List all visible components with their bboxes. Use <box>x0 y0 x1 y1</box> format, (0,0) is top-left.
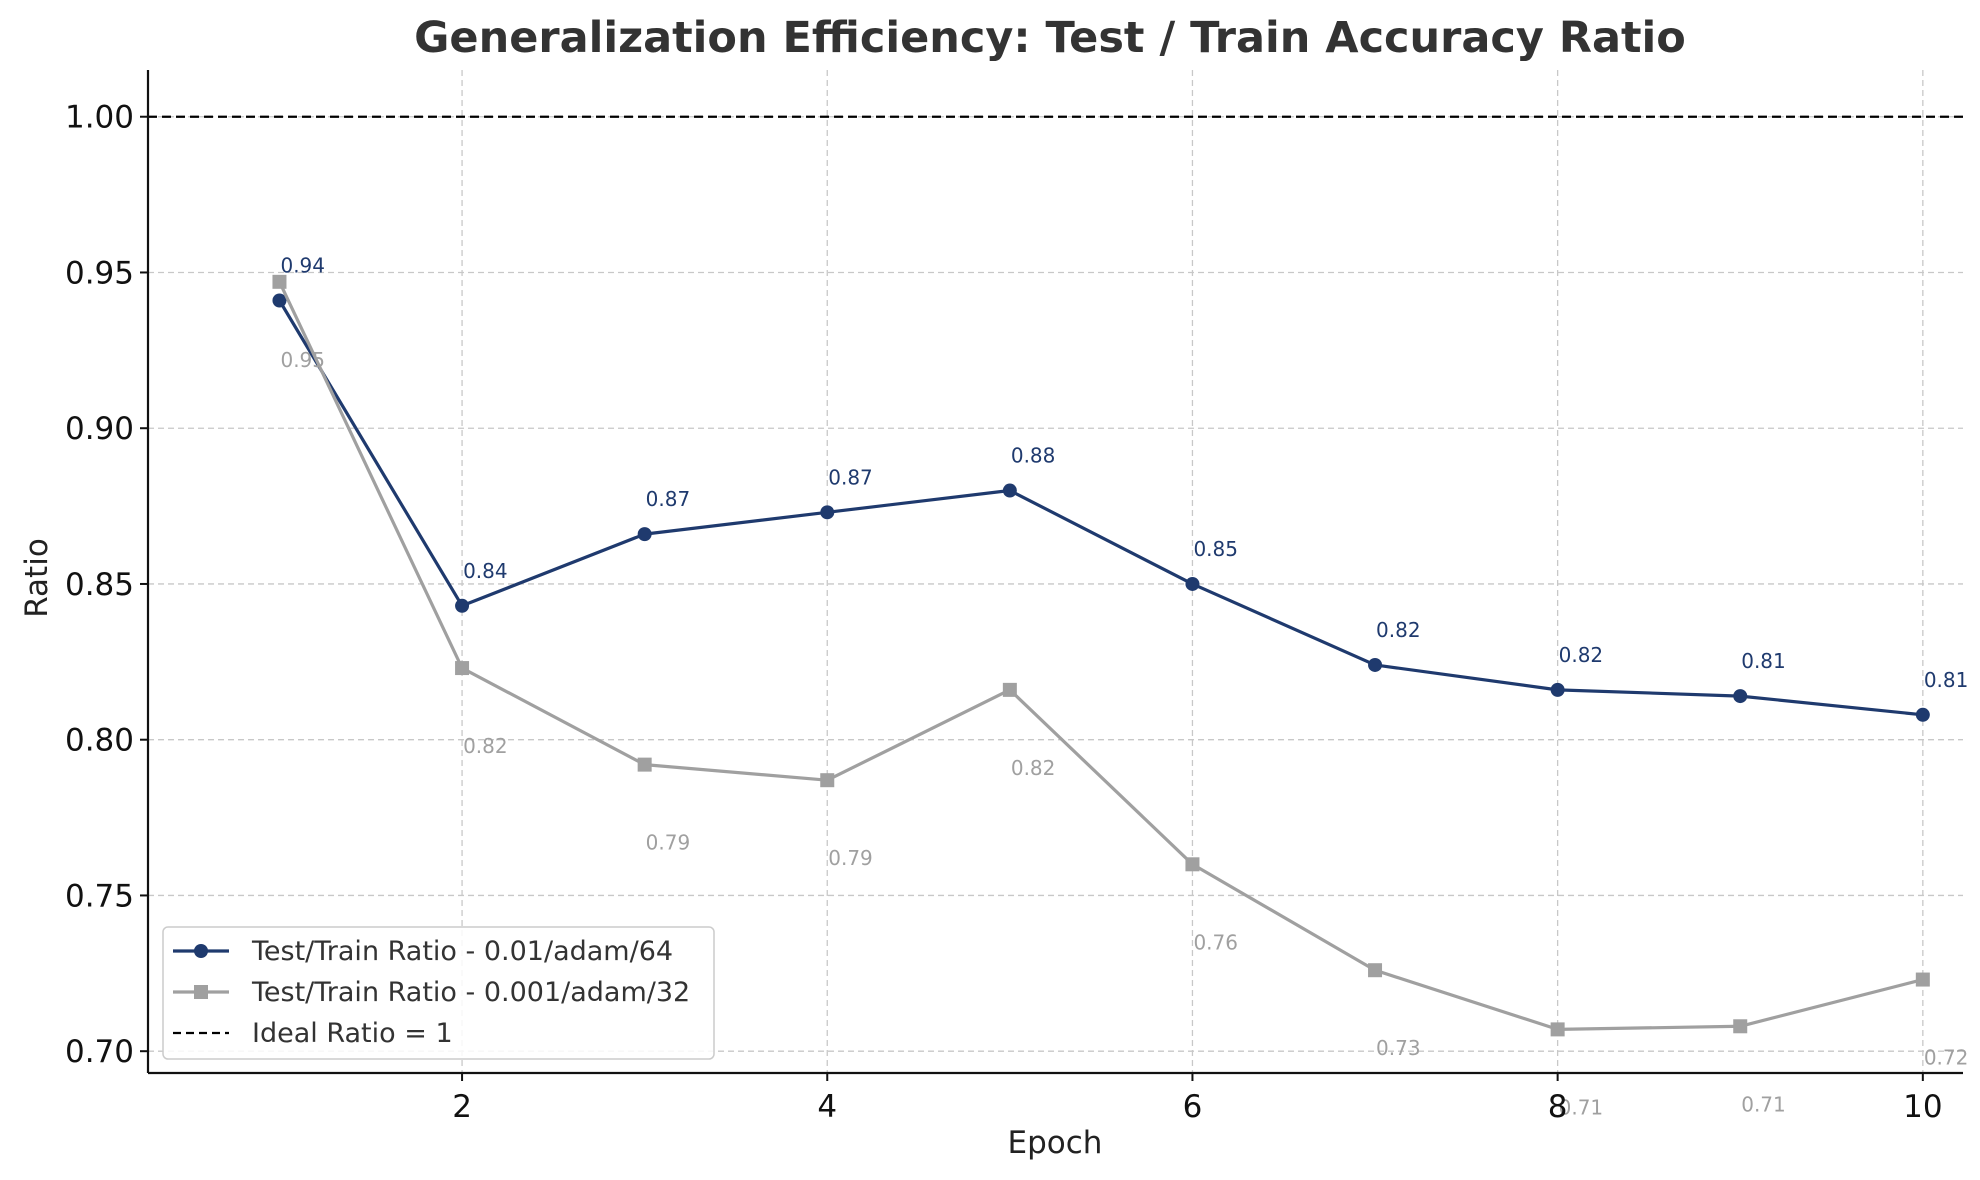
data-label: 0.85 <box>1193 537 1238 561</box>
legend-box <box>162 926 715 1060</box>
y-tick-label: 0.95 <box>65 255 134 291</box>
data-label: 0.71 <box>1559 1095 1604 1119</box>
data-label: 0.71 <box>1741 1092 1786 1116</box>
series-line <box>278 281 1924 1031</box>
x-tick-label: 10 <box>1903 1089 1942 1125</box>
data-label: 0.87 <box>828 465 873 489</box>
data-point <box>1915 707 1930 722</box>
grid <box>148 70 1963 1073</box>
y-tick-label: 0.90 <box>65 411 134 447</box>
y-tick-label: 0.85 <box>65 567 134 603</box>
y-tick-label: 0.70 <box>65 1034 134 1070</box>
x-axis-label: Epoch <box>1008 1125 1103 1161</box>
data-label: 0.81 <box>1741 649 1786 673</box>
data-label: 0.95 <box>280 348 325 372</box>
data-label: 0.82 <box>463 734 508 758</box>
data-point <box>1368 963 1383 978</box>
chart-title: Generalization Efficiency: Test / Train … <box>414 13 1686 63</box>
data-label: 0.79 <box>828 846 873 870</box>
legend-label: Test/Train Ratio - 0.001/adam/32 <box>251 977 690 1008</box>
data-point <box>1915 972 1930 987</box>
data-point <box>1002 483 1017 498</box>
data-point <box>1368 657 1383 672</box>
data-point <box>1733 1019 1748 1034</box>
axes: 2 4 6 8 10 0.70 0.75 0.80 0.85 0.90 0.95 1.00 <box>65 70 1963 1125</box>
y-tick-label: 1.00 <box>65 100 134 136</box>
series-layer <box>272 274 1930 1037</box>
series-line <box>278 299 1923 717</box>
data-label: 0.79 <box>646 831 691 855</box>
y-axis-label: Ratio <box>19 538 55 618</box>
data-label: 0.81 <box>1924 668 1969 692</box>
data-point <box>820 505 835 520</box>
data-point <box>455 598 470 613</box>
data-point <box>1550 682 1565 697</box>
data-label: 0.82 <box>1376 618 1421 642</box>
y-tick-label: 0.80 <box>65 723 134 759</box>
data-point <box>1002 682 1017 697</box>
y-tick-label: 0.75 <box>65 878 134 914</box>
data-label: 0.84 <box>463 559 508 583</box>
data-point <box>637 527 652 542</box>
data-label: 0.76 <box>1193 930 1238 954</box>
data-label: 0.88 <box>1011 444 1056 468</box>
legend-item: Ideal Ratio = 1 <box>173 1018 453 1049</box>
data-point <box>1185 576 1200 591</box>
data-label: 0.73 <box>1376 1036 1421 1060</box>
legend-item: Test/Train Ratio - 0.01/adam/64 <box>173 936 673 967</box>
data-point <box>820 773 835 788</box>
data-label: 0.82 <box>1559 643 1604 667</box>
data-point <box>455 661 470 676</box>
series-2 <box>272 274 1930 1037</box>
data-point <box>1185 857 1200 872</box>
data-point <box>272 274 287 289</box>
x-tick-label: 2 <box>452 1089 472 1125</box>
data-label: 0.94 <box>280 254 325 278</box>
data-label: 0.82 <box>1011 756 1056 780</box>
data-point <box>637 757 652 772</box>
data-point <box>1550 1022 1565 1037</box>
legend: Test/Train Ratio - 0.01/adam/64 Test/Trai… <box>162 926 715 1060</box>
legend-item: Test/Train Ratio - 0.001/adam/32 <box>173 977 690 1008</box>
legend-marker <box>194 985 208 999</box>
data-label: 0.87 <box>646 487 691 511</box>
data-labels: 0.94 0.84 0.87 0.87 0.88 0.85 0.82 0.82 0.81 0.81… <box>280 254 1968 1120</box>
x-tick-label: 4 <box>817 1089 837 1125</box>
x-tick-label: 8 <box>1548 1089 1568 1125</box>
data-label: 0.72 <box>1924 1046 1969 1070</box>
series-1 <box>272 293 1930 722</box>
legend-label: Ideal Ratio = 1 <box>252 1018 453 1049</box>
legend-label: Test/Train Ratio - 0.01/adam/64 <box>251 936 673 967</box>
x-tick-label: 6 <box>1183 1089 1203 1125</box>
data-point <box>272 293 287 308</box>
legend-marker <box>194 944 208 958</box>
data-point <box>1733 689 1748 704</box>
